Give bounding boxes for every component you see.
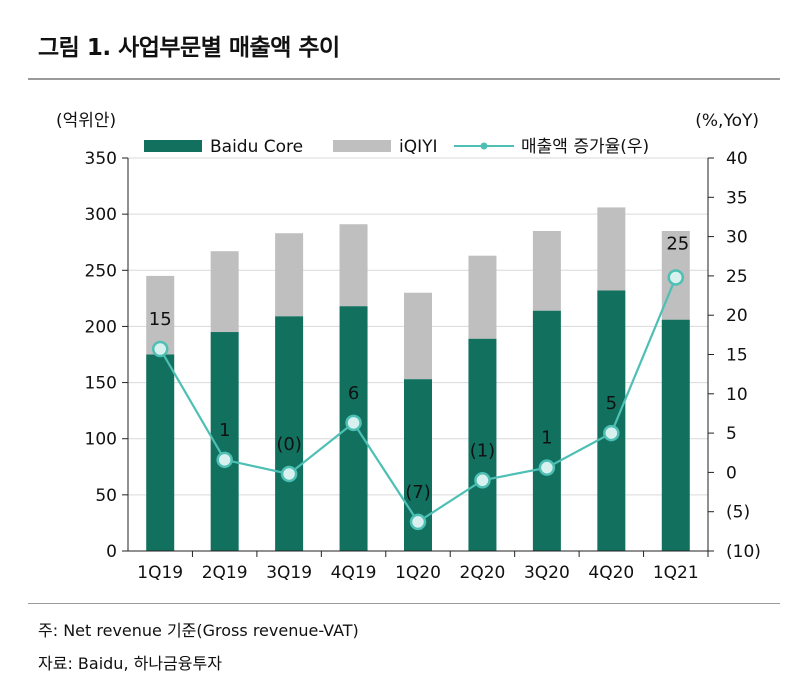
right-tick-label: (5): [726, 503, 750, 523]
chart: 050100150200250300350(10)(5)051015202530…: [56, 111, 761, 583]
x-tick-label: 2Q20: [460, 563, 506, 583]
footer-divider: [28, 603, 780, 604]
left-tick-label: 300: [85, 205, 117, 225]
growth-point: [667, 269, 685, 286]
legend-label-growth: 매출액 증가율(우): [521, 137, 649, 157]
legend-label-iqiyi: iQIYI: [399, 137, 438, 157]
legend-swatch-growth-marker: [480, 142, 488, 150]
growth-data-label: 1: [219, 420, 230, 441]
growth-data-label: (1): [470, 440, 496, 461]
left-tick-label: 150: [85, 374, 117, 394]
x-tick-label: 1Q21: [653, 563, 699, 583]
baidu-core-bar: [597, 290, 626, 551]
x-tick-label: 3Q20: [524, 563, 570, 583]
left-tick-label: 100: [85, 430, 117, 450]
x-tick-label: 4Q19: [331, 563, 377, 583]
left-tick-label: 0: [106, 542, 117, 562]
growth-point: [151, 340, 169, 358]
growth-point: [280, 465, 298, 483]
baidu-core-bar: [661, 319, 690, 551]
growth-points: [151, 269, 685, 531]
iqiyi-bar: [210, 251, 239, 333]
iqiyi-bar: [532, 230, 561, 311]
right-tick-label: 15: [726, 346, 748, 366]
legend-swatch-iqiyi: [333, 140, 391, 152]
x-tick-label: 2Q19: [202, 563, 248, 583]
left-axis-unit: (억위안): [56, 111, 116, 131]
growth-point: [345, 414, 362, 432]
growth-data-label: 6: [348, 383, 359, 404]
x-tick-label: 4Q20: [588, 563, 634, 583]
x-tick-label: 1Q20: [395, 563, 441, 583]
right-tick-label: 5: [726, 424, 737, 444]
baidu-core-bar: [146, 354, 175, 551]
growth-point: [474, 472, 491, 489]
legend: Baidu Core iQIYI 매출액 증가율(우): [144, 137, 649, 157]
x-tick-label: 1Q19: [137, 563, 183, 583]
growth-data-label: 5: [606, 393, 617, 414]
right-tick-label: 35: [726, 188, 748, 208]
right-tick-label: 10: [726, 385, 748, 405]
right-tick-label: 20: [726, 306, 748, 326]
iqiyi-bar: [275, 233, 304, 317]
growth-point: [538, 459, 556, 476]
right-tick-label: 30: [726, 228, 748, 248]
growth-data-label: (0): [276, 434, 302, 455]
iqiyi-bar: [468, 255, 497, 339]
iqiyi-bar: [404, 292, 432, 380]
baidu-core-bar: [210, 332, 239, 551]
legend-label-baidu-core: Baidu Core: [210, 137, 303, 157]
footnote: 주: Net revenue 기준(Gross revenue-VAT): [38, 621, 359, 640]
chart-title: 그림 1. 사업부문별 매출액 추이: [38, 35, 340, 61]
iqiyi-bar: [597, 207, 626, 291]
growth-point: [216, 451, 233, 469]
right-axis-unit: (%,YoY): [695, 111, 759, 131]
growth-data-label: 25: [666, 233, 689, 254]
right-tick-label: (10): [726, 542, 761, 562]
left-tick-label: 350: [85, 149, 117, 169]
left-tick-label: 50: [95, 486, 117, 506]
growth-data-label: 1: [541, 428, 552, 449]
x-tick-label: 3Q19: [266, 563, 312, 583]
baidu-core-bar: [275, 316, 304, 551]
left-tick-label: 250: [85, 261, 117, 281]
axes: 050100150200250300350(10)(5)051015202530…: [56, 111, 761, 583]
growth-data-label: 15: [149, 309, 172, 330]
baidu-core-bar: [532, 310, 561, 551]
bars: [146, 207, 690, 551]
title-divider: [28, 78, 780, 80]
growth-data-label: (7): [405, 482, 431, 503]
legend-swatch-baidu-core: [144, 140, 202, 152]
right-tick-label: 40: [726, 149, 748, 169]
baidu-core-bar: [468, 338, 497, 551]
iqiyi-bar: [339, 224, 368, 307]
growth-point: [603, 424, 620, 442]
growth-point: [409, 513, 427, 531]
right-tick-label: 0: [726, 463, 737, 483]
left-tick-label: 200: [85, 317, 117, 337]
right-tick-label: 25: [726, 267, 748, 287]
source-note: 자료: Baidu, 하나금융투자: [38, 654, 222, 673]
